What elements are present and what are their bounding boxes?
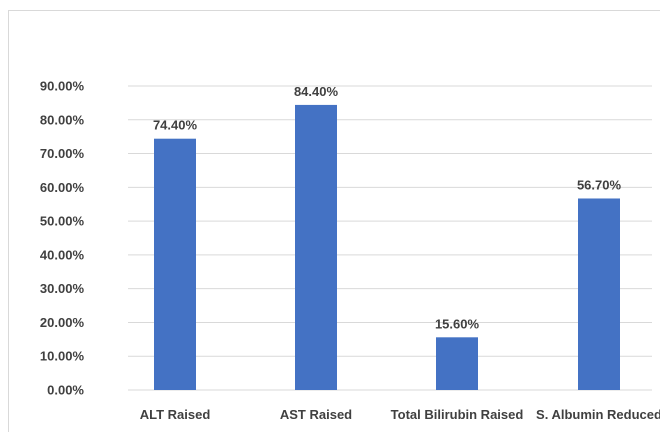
y-tick-label: 30.00% [40,281,85,296]
y-tick-label: 0.00% [47,383,84,398]
y-axis-ticks: 0.00% 10.00% 20.00% 30.00% 40.00% 50.00% 60.00… [40,79,85,398]
x-category-label: AST Raised [280,407,352,422]
bar-data-label: 15.60% [435,316,480,331]
y-tick-label: 40.00% [40,247,85,262]
y-tick-label: 90.00% [40,79,85,94]
x-axis-categories: ALT Raised AST Raised Total Bilirubin Rais… [140,407,660,422]
bar [295,104,337,390]
y-tick-label: 20.00% [40,315,85,330]
bars [154,104,620,390]
x-category-label: S. Albumin Reduced [536,407,660,422]
x-category-label: ALT Raised [140,407,211,422]
bar [436,337,478,390]
y-tick-label: 50.00% [40,214,85,229]
bar [154,138,196,390]
bar-data-label: 56.70% [577,177,622,192]
data-labels: 74.40% 84.40% 15.60% 56.70% [153,84,622,331]
gridlines [128,85,652,391]
y-tick-label: 80.00% [40,112,85,127]
y-tick-label: 10.00% [40,349,85,364]
y-tick-label: 70.00% [40,146,85,161]
bar-data-label: 74.40% [153,118,198,133]
x-category-label: Total Bilirubin Raised [391,407,524,422]
y-tick-label: 60.00% [40,180,85,195]
bar [578,198,620,390]
bar-data-label: 84.40% [294,84,339,99]
